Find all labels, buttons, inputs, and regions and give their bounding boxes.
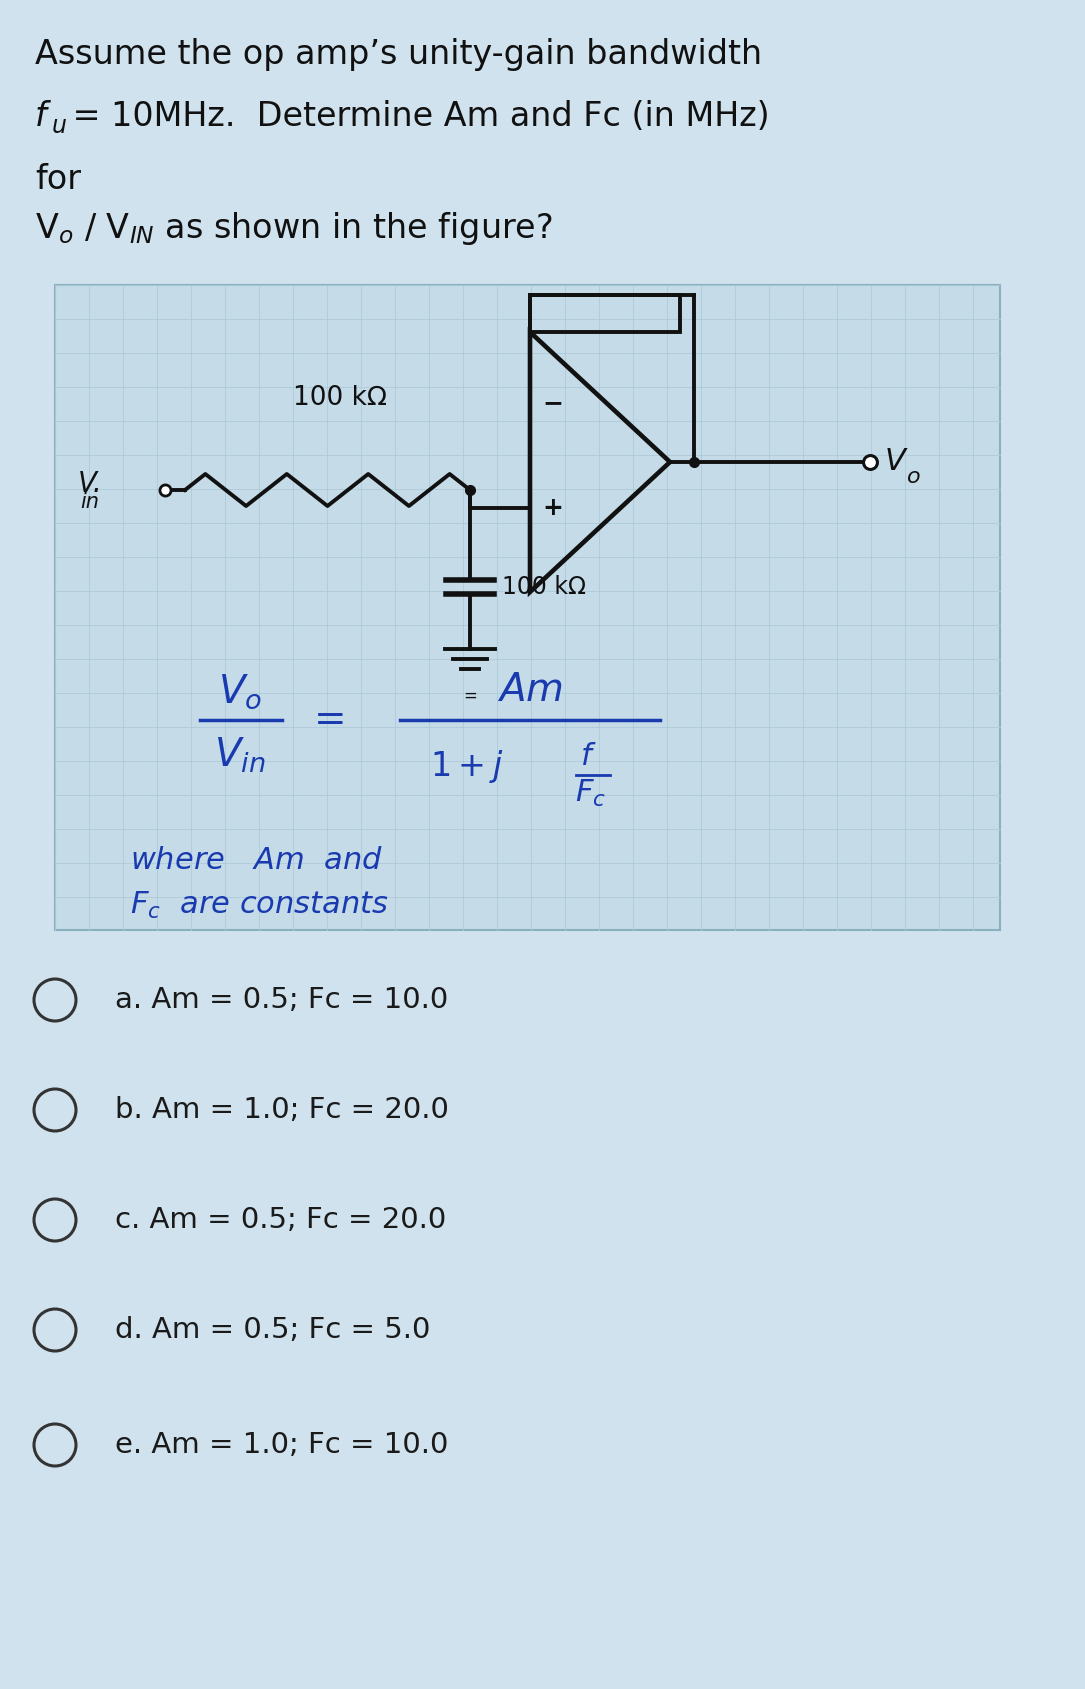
- Text: $V_o$: $V_o$: [218, 672, 261, 711]
- Text: a. Am = 0.5; Fc = 10.0: a. Am = 0.5; Fc = 10.0: [115, 986, 448, 1013]
- Bar: [529, 296, 680, 333]
- Text: u: u: [52, 113, 67, 138]
- Text: b. Am = 1.0; Fc = 20.0: b. Am = 1.0; Fc = 20.0: [115, 1096, 449, 1123]
- Text: $1 + j$: $1 + j$: [430, 748, 503, 785]
- Text: V$_o$ / V$_{IN}$ as shown in the figure?: V$_o$ / V$_{IN}$ as shown in the figure?: [35, 209, 553, 247]
- Text: in: in: [80, 491, 99, 512]
- Text: =: =: [314, 701, 346, 740]
- Text: $F_c$  are constants: $F_c$ are constants: [130, 890, 390, 921]
- Text: f: f: [35, 100, 47, 133]
- Text: +: +: [542, 495, 563, 520]
- Text: e. Am = 1.0; Fc = 10.0: e. Am = 1.0; Fc = 10.0: [115, 1431, 448, 1459]
- Text: d. Am = 0.5; Fc = 5.0: d. Am = 0.5; Fc = 5.0: [115, 1316, 431, 1344]
- Text: 100 kΩ: 100 kΩ: [293, 385, 387, 410]
- Text: $F_c$: $F_c$: [575, 779, 607, 809]
- Text: V.: V.: [78, 470, 103, 498]
- Text: V: V: [885, 448, 906, 476]
- Text: =: =: [463, 687, 477, 704]
- Text: $Am$: $Am$: [497, 671, 563, 709]
- Text: for: for: [35, 164, 81, 196]
- Text: c. Am = 0.5; Fc = 20.0: c. Am = 0.5; Fc = 20.0: [115, 1206, 446, 1235]
- Text: where   $Am$  and: where $Am$ and: [130, 846, 383, 875]
- Text: Assume the op amp’s unity-gain bandwidth: Assume the op amp’s unity-gain bandwidth: [35, 37, 762, 71]
- Text: $V_{in}$: $V_{in}$: [214, 735, 266, 775]
- Text: −: −: [542, 392, 563, 415]
- Text: 100 kΩ: 100 kΩ: [502, 574, 586, 600]
- Text: $f$: $f$: [580, 741, 597, 770]
- Text: o: o: [907, 466, 921, 486]
- Bar: [55, 285, 1000, 931]
- Text: = 10MHz.  Determine Am and Fc (in MHz): = 10MHz. Determine Am and Fc (in MHz): [62, 100, 769, 133]
